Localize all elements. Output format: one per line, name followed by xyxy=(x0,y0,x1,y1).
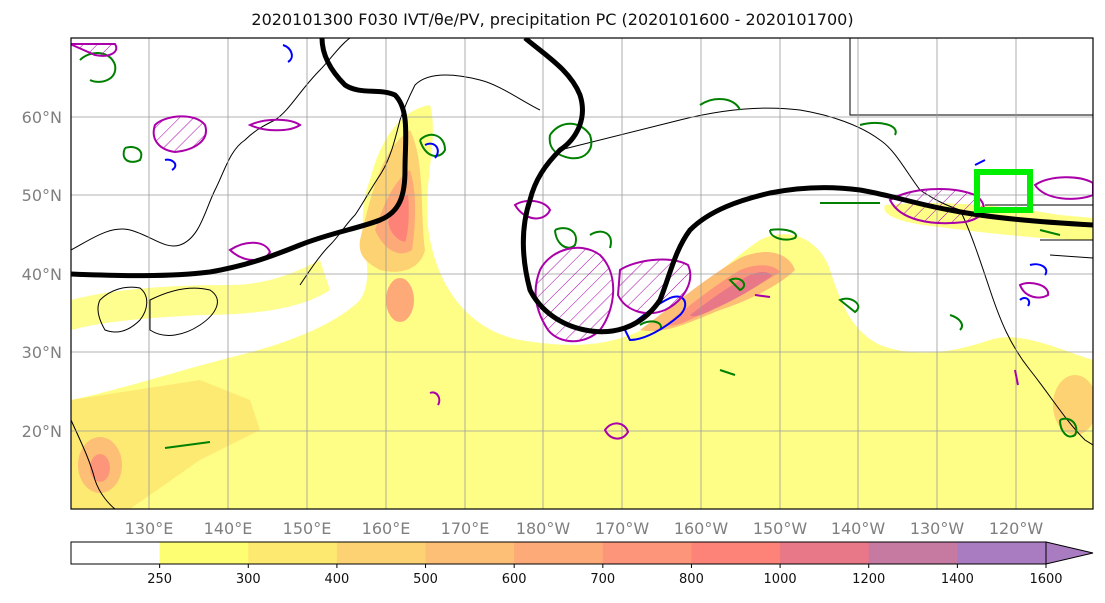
colorbar-tick-label: 500 xyxy=(413,572,438,587)
lat-label: 40°N xyxy=(22,265,62,284)
colorbar-tick-label: 1000 xyxy=(764,572,797,587)
lon-label: 180°W xyxy=(516,519,571,538)
colorbar-segment xyxy=(691,542,781,564)
colorbar-segment xyxy=(248,542,338,564)
colorbar-tick-label: 400 xyxy=(324,572,349,587)
colorbar-tick-label: 300 xyxy=(236,572,261,587)
theta-e-contours xyxy=(71,38,1093,335)
lon-label: 170°W xyxy=(595,519,650,538)
lon-label: 160°E xyxy=(362,519,411,538)
colorbar-tick-label: 700 xyxy=(590,572,615,587)
colorbar: 250 300 400 500 600 700 800 1000 1200 1400 1600 xyxy=(70,541,1094,587)
lat-label: 20°N xyxy=(22,422,62,441)
pv-positive-contours xyxy=(79,52,1078,449)
map-title: 2020101300 F030 IVT/θe/PV, precipitation… xyxy=(251,10,854,29)
colorbar-segment xyxy=(336,542,427,564)
map-border xyxy=(70,37,1094,510)
colorbar-segment xyxy=(780,542,870,564)
lon-label: 150°W xyxy=(753,519,808,538)
colorbar-tick-label: 1200 xyxy=(852,572,885,587)
colorbar-segment xyxy=(514,542,604,564)
colorbar-extend-arrow xyxy=(1045,541,1094,565)
colorbar-segment xyxy=(71,542,161,564)
coastlines xyxy=(71,38,1093,509)
colorbar-segment xyxy=(159,542,249,564)
colorbar-tick-label: 800 xyxy=(679,572,704,587)
target-region-box xyxy=(974,169,1033,213)
colorbar-tick-label: 600 xyxy=(502,572,527,587)
colorbar-tick-label: 1400 xyxy=(941,572,974,587)
lon-label: 170°E xyxy=(441,519,490,538)
lat-label: 60°N xyxy=(22,108,62,127)
lon-label: 140°E xyxy=(204,519,253,538)
lon-label: 160°W xyxy=(674,519,729,538)
colorbar-segment xyxy=(602,542,692,564)
lon-label: 140°W xyxy=(831,519,886,538)
lon-label: 130°W xyxy=(910,519,965,538)
lon-label: 120°W xyxy=(989,519,1044,538)
colorbar-tick-label: 1600 xyxy=(1029,572,1062,587)
lat-label: 30°N xyxy=(22,343,62,362)
lon-label: 130°E xyxy=(125,519,174,538)
colorbar-segment xyxy=(957,542,1047,564)
lon-label: 150°E xyxy=(283,519,332,538)
colorbar-outline xyxy=(70,541,1047,565)
colorbar-segment xyxy=(425,542,515,564)
colorbar-tick-label: 250 xyxy=(147,572,172,587)
colorbar-segment xyxy=(868,542,958,564)
lat-label: 50°N xyxy=(22,186,62,205)
latitude-labels: 20°N 30°N 40°N 50°N 60°N xyxy=(22,108,62,441)
longitude-labels: 130°E 140°E 150°E 160°E 170°E 180°W 170°… xyxy=(125,519,1044,538)
